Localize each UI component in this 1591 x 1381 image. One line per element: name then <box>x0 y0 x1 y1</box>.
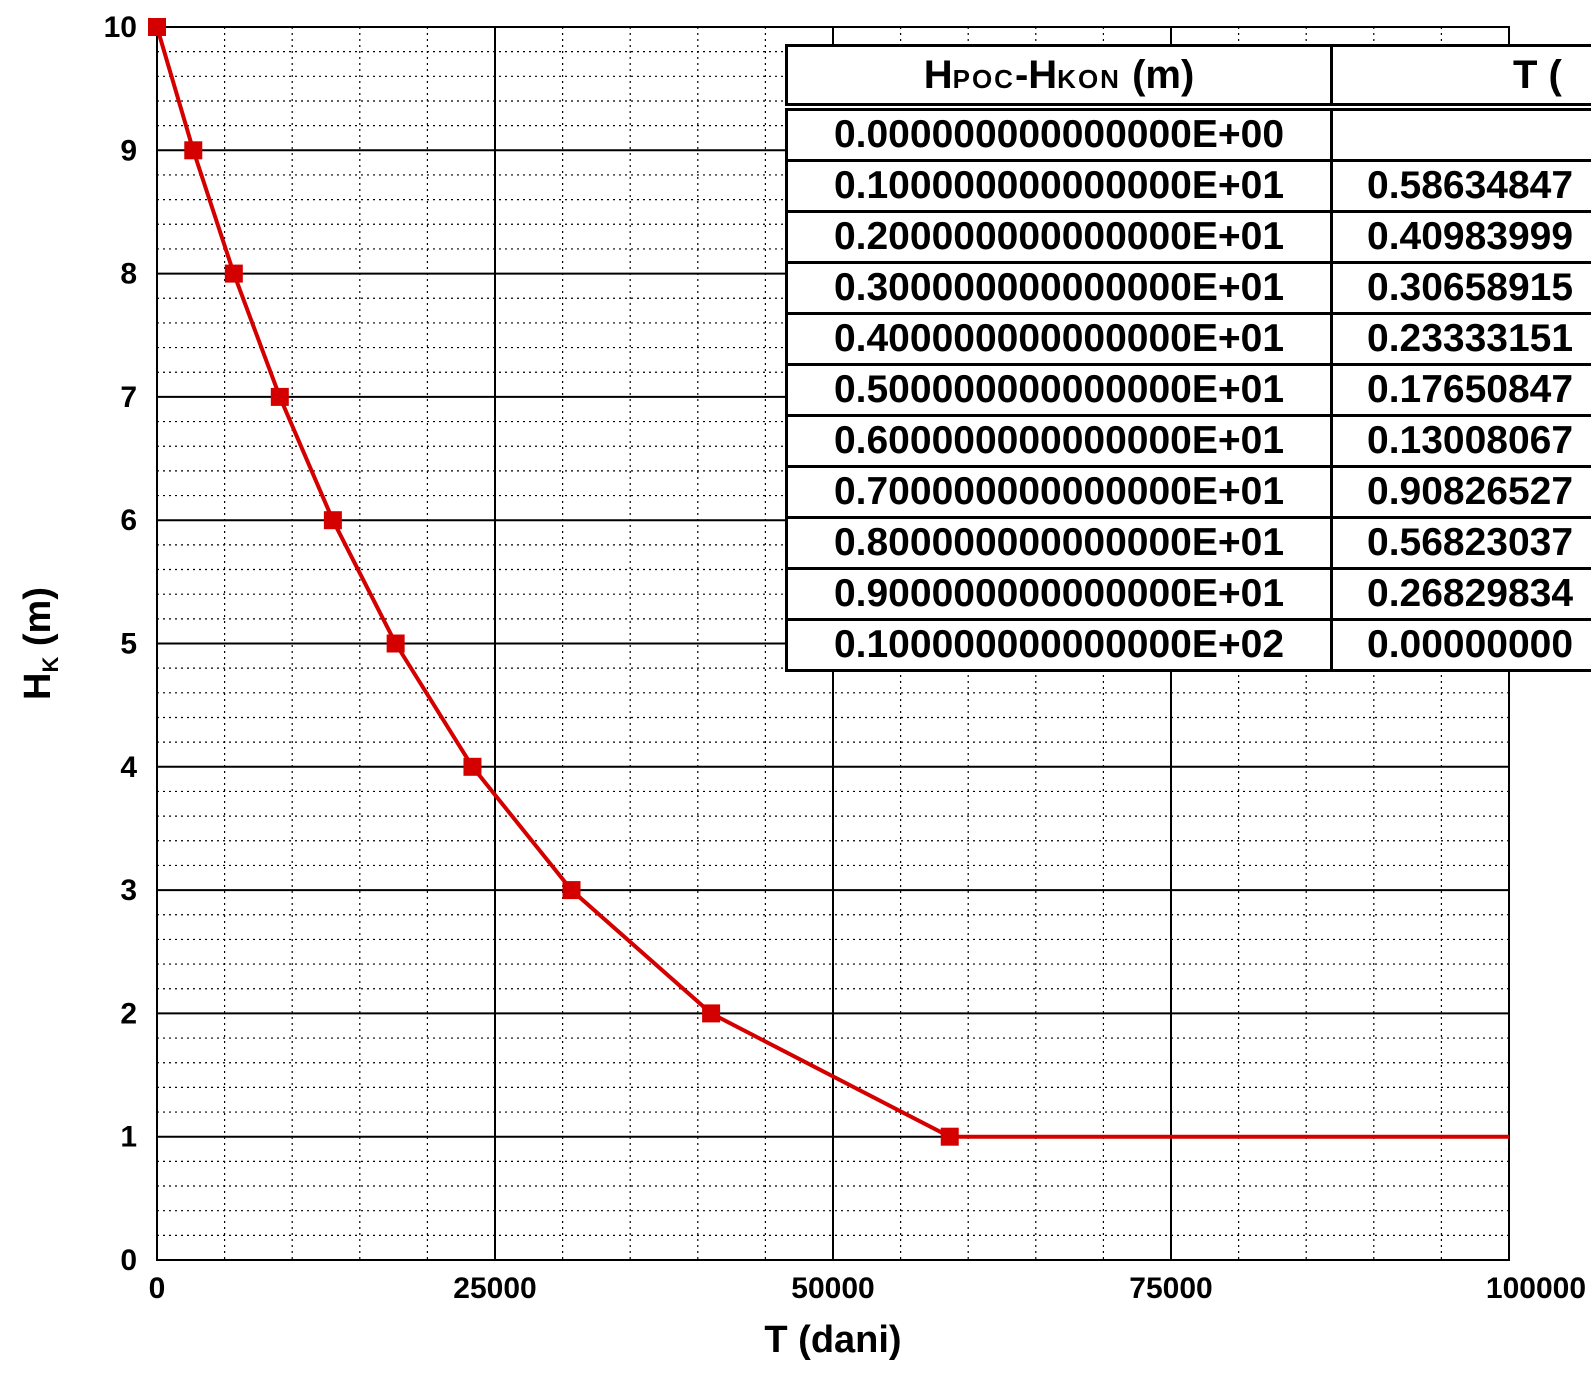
y-axis-title-main: H <box>17 673 59 700</box>
table-row: 0.400000000000000E+01 0.23333151 <box>785 312 1591 366</box>
x-tick-label: 100000 <box>1486 1272 1586 1305</box>
series-line <box>155 26 951 1139</box>
table-row: 0.100000000000000E+01 0.58634847 <box>785 159 1591 213</box>
x-tick-labels: 0 25000 50000 75000 100000 <box>149 1272 1586 1305</box>
table-row: 0.500000000000000E+01 0.17650847 <box>785 363 1591 417</box>
y-tick-labels: 0 1 2 3 4 5 6 7 8 9 10 <box>104 11 138 1277</box>
table-cell-t: 0.23333151 <box>1330 312 1591 366</box>
y-axis-title: HK (m) <box>17 587 63 700</box>
table-cell-t: 0.00000000 <box>1330 618 1591 672</box>
y-tick-label: 9 <box>120 134 137 167</box>
y-tick-label: 4 <box>120 751 137 784</box>
table-row: 0.800000000000000E+01 0.56823037 <box>785 516 1591 570</box>
x-tick-label: 75000 <box>1129 1272 1212 1305</box>
y-tick-label: 5 <box>120 628 137 661</box>
x-axis-title: T (dani) <box>764 1319 901 1361</box>
table-cell-t: 0.30658915 <box>1330 261 1591 315</box>
data-point-marker <box>463 757 482 776</box>
data-point-marker <box>148 18 166 36</box>
header-h2-sub: KON <box>1057 63 1121 94</box>
data-point-marker <box>323 511 342 530</box>
header-h2: H <box>1028 52 1058 97</box>
y-tick-label: 10 <box>104 11 137 44</box>
header-h1-sub: POC <box>952 63 1015 94</box>
y-tick-label: 3 <box>120 874 137 907</box>
x-tick-label: 0 <box>149 1272 166 1305</box>
table-header-row: HPOC-HKON (m) T ( <box>785 44 1591 109</box>
table-row: 0.600000000000000E+01 0.13008067 <box>785 414 1591 468</box>
table-row: 0.100000000000000E+02 0.00000000 <box>785 618 1591 672</box>
header-h1: H <box>923 52 953 97</box>
table-cell-t <box>1330 105 1591 162</box>
table-row: 0.900000000000000E+01 0.26829834 <box>785 567 1591 621</box>
table-cell-t: 0.17650847 <box>1330 363 1591 417</box>
table-cell-h: 0.900000000000000E+01 <box>785 567 1333 621</box>
header-unit: (m) <box>1120 52 1195 97</box>
table-row: 0.700000000000000E+01 0.90826527 <box>785 465 1591 519</box>
table-cell-h: 0.000000000000000E+00 <box>785 105 1333 162</box>
table-cell-h: 0.100000000000000E+02 <box>785 618 1333 672</box>
y-tick-label: 8 <box>120 258 137 291</box>
y-tick-label: 7 <box>120 381 137 414</box>
table-cell-t: 0.13008067 <box>1330 414 1591 468</box>
data-point-marker <box>184 141 203 160</box>
data-table: HPOC-HKON (m) T ( 0.000000000000000E+00 0… <box>785 44 1591 672</box>
table-body: 0.000000000000000E+00 0.100000000000000E+… <box>785 105 1591 672</box>
y-tick-label: 0 <box>120 1244 137 1277</box>
y-tick-label: 2 <box>120 997 137 1030</box>
table-header-h: HPOC-HKON (m) <box>785 44 1333 109</box>
table-cell-h: 0.800000000000000E+01 <box>785 516 1333 570</box>
series-layer <box>148 18 1509 1146</box>
data-point-marker <box>562 881 581 900</box>
table-cell-h: 0.200000000000000E+01 <box>785 210 1333 264</box>
table-cell-t: 0.40983999 <box>1330 210 1591 264</box>
data-point-marker <box>224 264 243 283</box>
table-cell-h: 0.100000000000000E+01 <box>785 159 1333 213</box>
table-cell-t: 0.90826527 <box>1330 465 1591 519</box>
data-point-marker <box>702 1004 721 1023</box>
table-cell-h: 0.600000000000000E+01 <box>785 414 1333 468</box>
table-cell-h: 0.700000000000000E+01 <box>785 465 1333 519</box>
data-point-marker <box>940 1127 959 1146</box>
table-cell-h: 0.400000000000000E+01 <box>785 312 1333 366</box>
y-axis-title-unit: (m) <box>17 587 59 657</box>
table-cell-t: 0.26829834 <box>1330 567 1591 621</box>
x-tick-label: 25000 <box>453 1272 536 1305</box>
table-cell-t: 0.58634847 <box>1330 159 1591 213</box>
table-row: 0.300000000000000E+01 0.30658915 <box>785 261 1591 315</box>
data-point-marker <box>270 387 289 406</box>
x-tick-label: 50000 <box>791 1272 874 1305</box>
table-row: 0.000000000000000E+00 <box>785 105 1591 162</box>
data-point-marker <box>386 634 405 653</box>
table-header-t: T ( <box>1330 44 1591 109</box>
y-tick-label: 1 <box>120 1121 137 1154</box>
table-cell-h: 0.500000000000000E+01 <box>785 363 1333 417</box>
header-dash: - <box>1014 52 1029 97</box>
table-cell-h: 0.300000000000000E+01 <box>785 261 1333 315</box>
table-row: 0.200000000000000E+01 0.40983999 <box>785 210 1591 264</box>
y-tick-label: 6 <box>120 504 137 537</box>
y-axis-title-sub: K <box>38 657 63 673</box>
table-cell-t: 0.56823037 <box>1330 516 1591 570</box>
